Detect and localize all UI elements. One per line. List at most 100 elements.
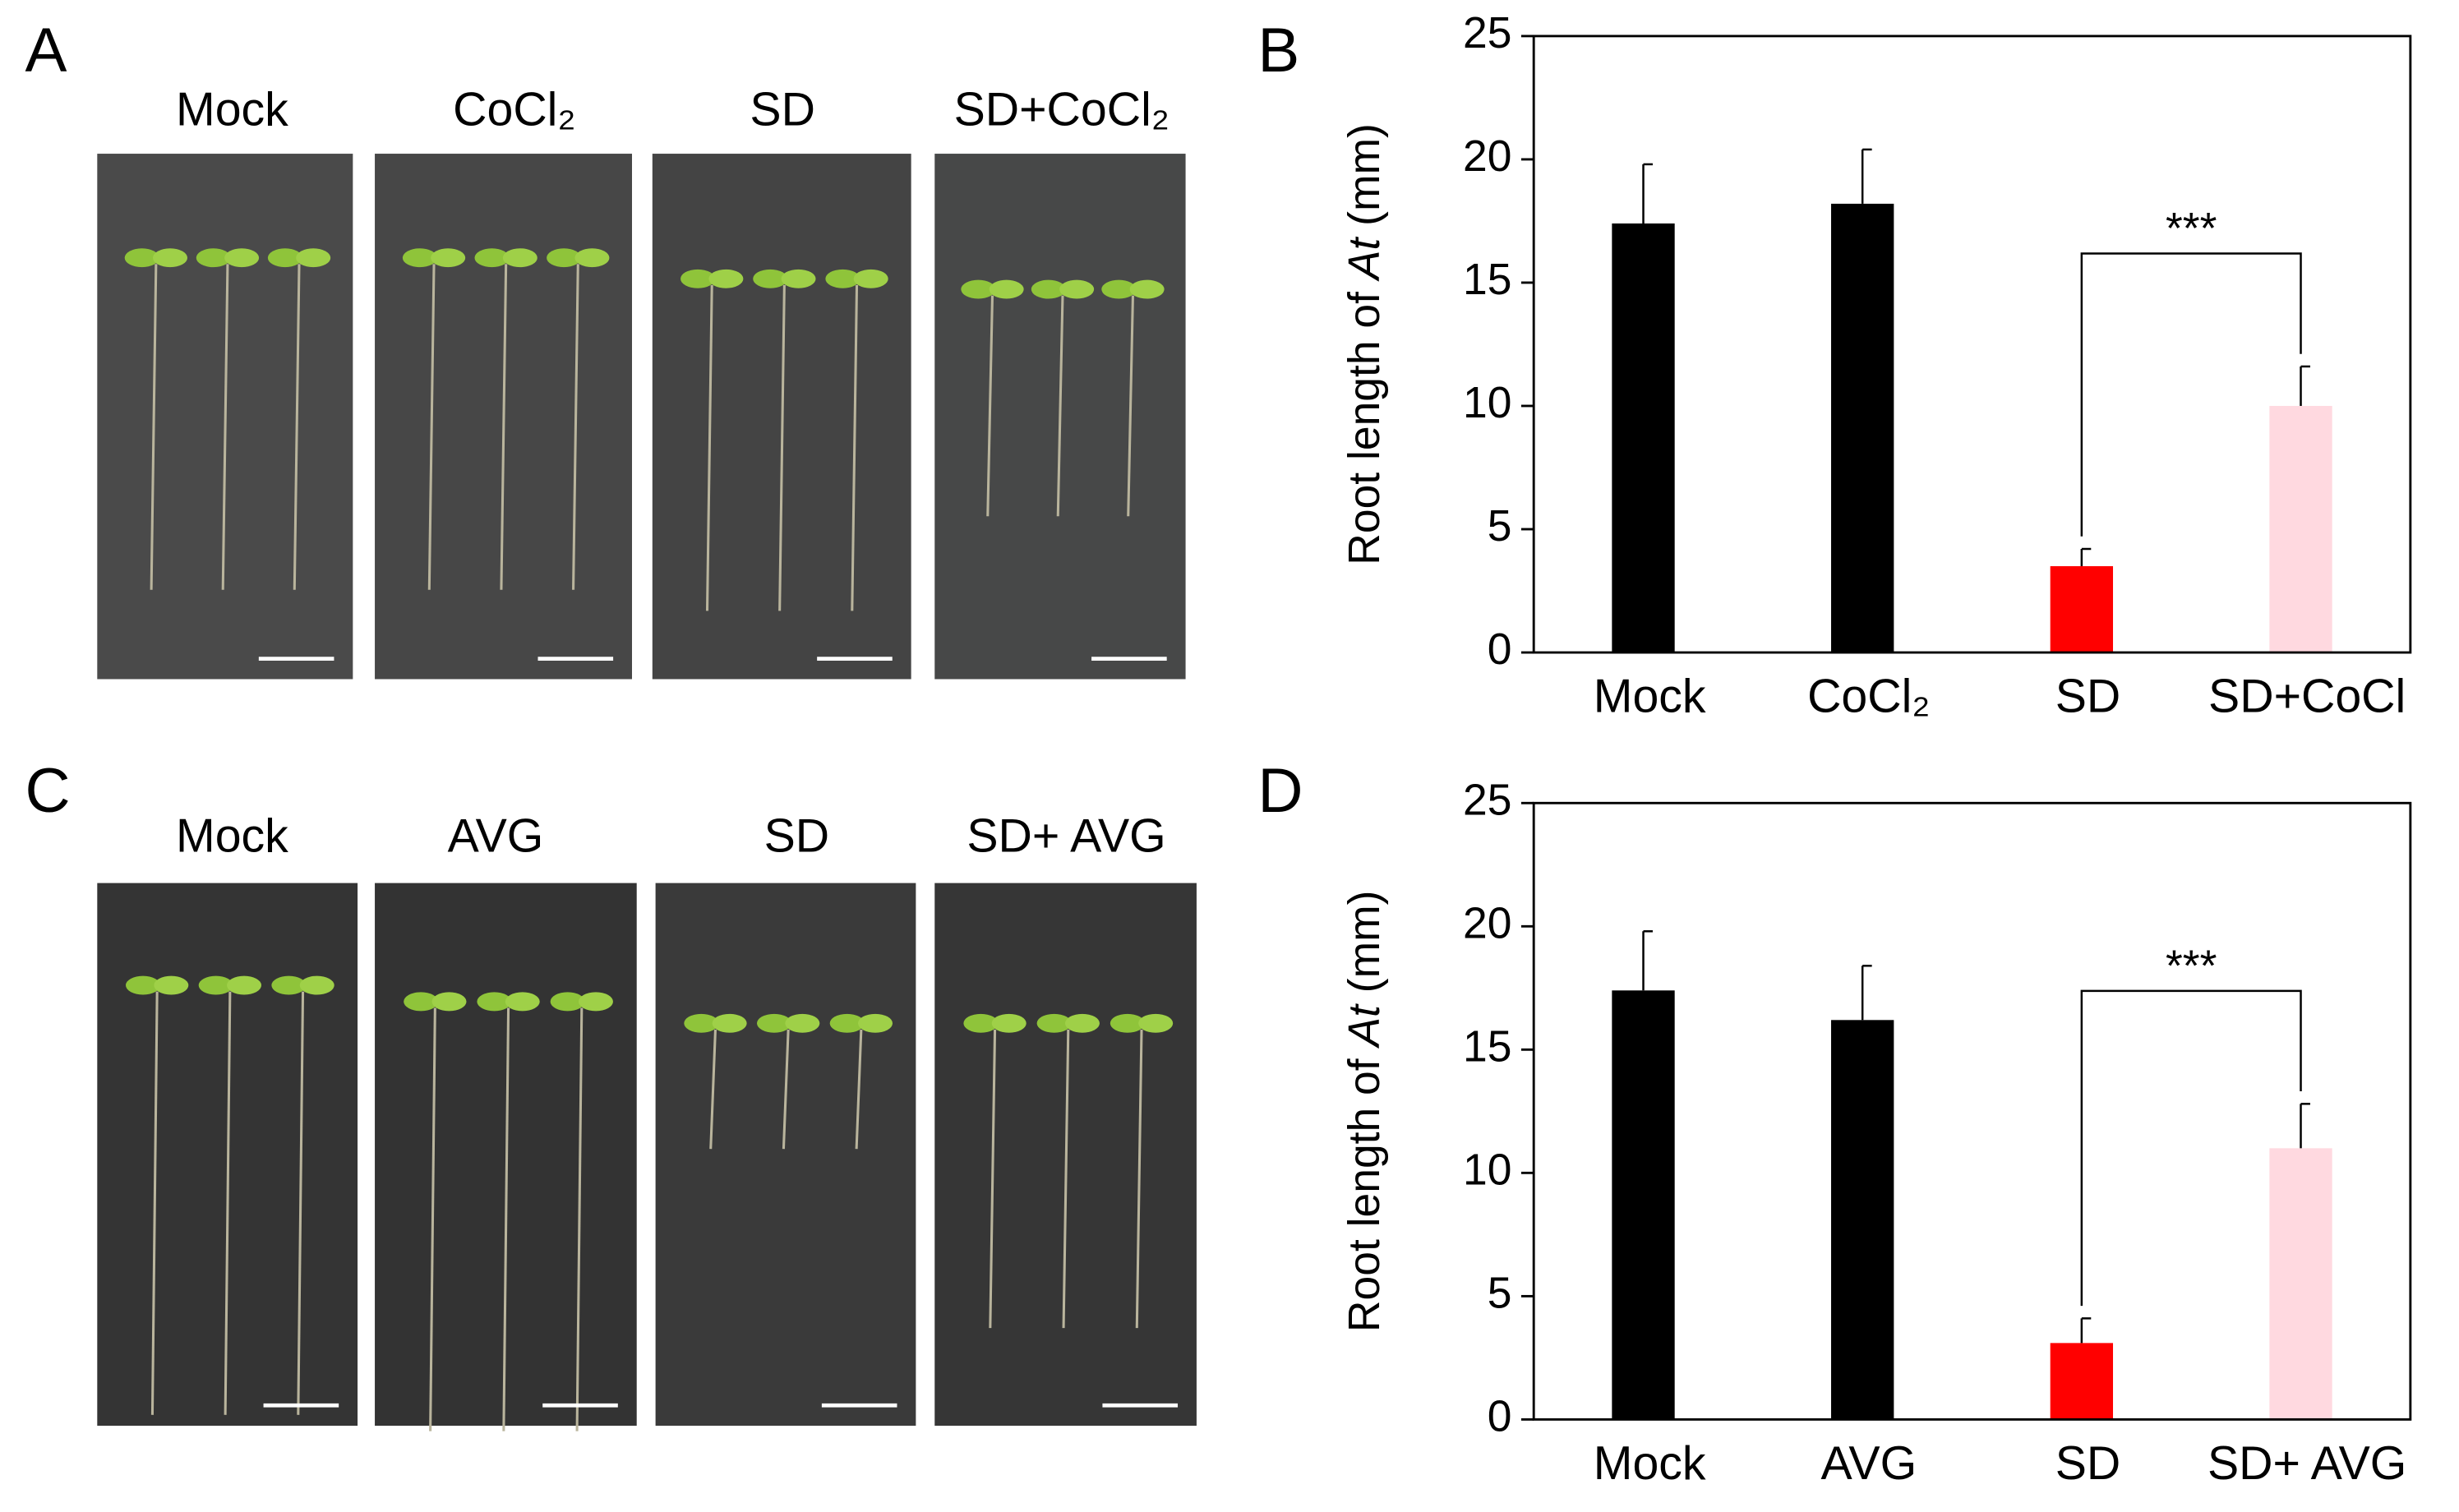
y-tick-label: 20 (1463, 899, 1511, 947)
x-tick-label: SD (2055, 1437, 2121, 1490)
bar (2050, 1343, 2114, 1420)
root (150, 264, 158, 590)
leaf (267, 248, 302, 268)
photo-label: AVG (448, 809, 544, 862)
leaf (1101, 279, 1137, 299)
x-tick-label: Mock (1594, 670, 1706, 722)
photo-label: SD (764, 809, 830, 862)
leaf (756, 1013, 791, 1033)
leaf (825, 269, 860, 288)
root (224, 991, 232, 1415)
y-tick-label: 20 (1463, 132, 1511, 181)
leaf (753, 269, 788, 288)
leaf (1129, 279, 1165, 299)
y-axis-label: Root length of At (mm) (1340, 123, 1389, 565)
root (705, 284, 713, 611)
leaf (271, 975, 307, 995)
y-tick-label: 0 (1488, 1392, 1512, 1441)
bar (1831, 203, 1894, 653)
leaf (578, 992, 613, 1012)
bar (1612, 990, 1675, 1420)
y-axis-label-part: Root length of (1340, 1047, 1389, 1333)
root (429, 1007, 436, 1431)
significance-bracket (2080, 989, 2302, 1307)
y-tick-label: 10 (1463, 1146, 1511, 1194)
y-tick-label: 0 (1488, 625, 1512, 674)
leaf (1031, 279, 1066, 299)
x-tick-label: CoCl₂ (1807, 670, 1930, 722)
bar (1831, 1020, 1894, 1420)
leaf (1064, 1013, 1100, 1033)
bar (2050, 566, 2114, 653)
leaf (431, 992, 467, 1012)
y-axis-label: Root length of At (mm) (1340, 891, 1389, 1332)
y-axis-label-part: Root length of (1340, 279, 1389, 565)
y-tick-label: 25 (1463, 9, 1511, 58)
x-tick-label: SD (2055, 670, 2121, 722)
x-tick-label: SD+CoCl (2208, 670, 2406, 722)
root (778, 284, 786, 611)
leaf (154, 975, 189, 995)
y-tick-label: 10 (1463, 379, 1511, 427)
root (572, 264, 579, 590)
root (150, 991, 159, 1415)
photo (655, 883, 916, 1427)
root (427, 264, 436, 590)
leaf (991, 1013, 1027, 1033)
y-axis-label-part: At (1340, 237, 1389, 283)
root (293, 264, 301, 590)
leaf (402, 248, 437, 268)
leaf (477, 992, 512, 1012)
root (1062, 1029, 1070, 1329)
leaf (404, 992, 439, 1012)
bar (1612, 223, 1675, 653)
leaf (712, 1013, 747, 1033)
leaf (680, 269, 716, 288)
leaf (196, 248, 231, 268)
photo-label: Mock (176, 809, 288, 862)
panel-label: A (25, 16, 67, 85)
axes-frame (1532, 35, 2412, 654)
leaf (431, 248, 466, 268)
y-axis-label-part: (mm) (1340, 891, 1389, 1005)
panel-label: B (1257, 16, 1299, 85)
y-tick-label: 5 (1488, 502, 1512, 551)
root (782, 1029, 790, 1150)
leaf (829, 1013, 865, 1033)
significance-label: *** (2166, 942, 2217, 990)
y-axis-label-part: (mm) (1340, 123, 1389, 237)
root (221, 264, 229, 590)
root (500, 264, 508, 590)
leaf (961, 279, 996, 299)
photo-label: SD (750, 84, 815, 136)
y-tick-label: 15 (1463, 1022, 1511, 1071)
root (986, 295, 994, 517)
x-tick-label: SD+ AVG (2208, 1437, 2406, 1490)
bar (2269, 1148, 2332, 1420)
y-tick-label: 15 (1463, 256, 1511, 304)
significance-label: *** (2166, 205, 2217, 253)
leaf (1036, 1013, 1072, 1033)
root (1127, 295, 1134, 517)
y-tick-label: 5 (1488, 1269, 1512, 1317)
y-axis-label-part: At (1340, 1003, 1389, 1049)
leaf (1138, 1013, 1174, 1033)
leaf (227, 975, 262, 995)
photo-label: SD+ AVG (967, 809, 1165, 862)
leaf (502, 248, 537, 268)
leaf (296, 248, 331, 268)
leaf (198, 975, 233, 995)
leaf (153, 248, 188, 268)
panel-label: D (1257, 756, 1303, 826)
root (575, 1007, 584, 1431)
x-tick-label: AVG (1820, 1437, 1917, 1490)
leaf (853, 269, 888, 288)
leaf (708, 269, 744, 288)
significance-bracket (2080, 252, 2302, 537)
leaf (785, 1013, 820, 1033)
leaf (989, 279, 1024, 299)
leaf (474, 248, 510, 268)
leaf (124, 248, 159, 268)
leaf (684, 1013, 719, 1033)
